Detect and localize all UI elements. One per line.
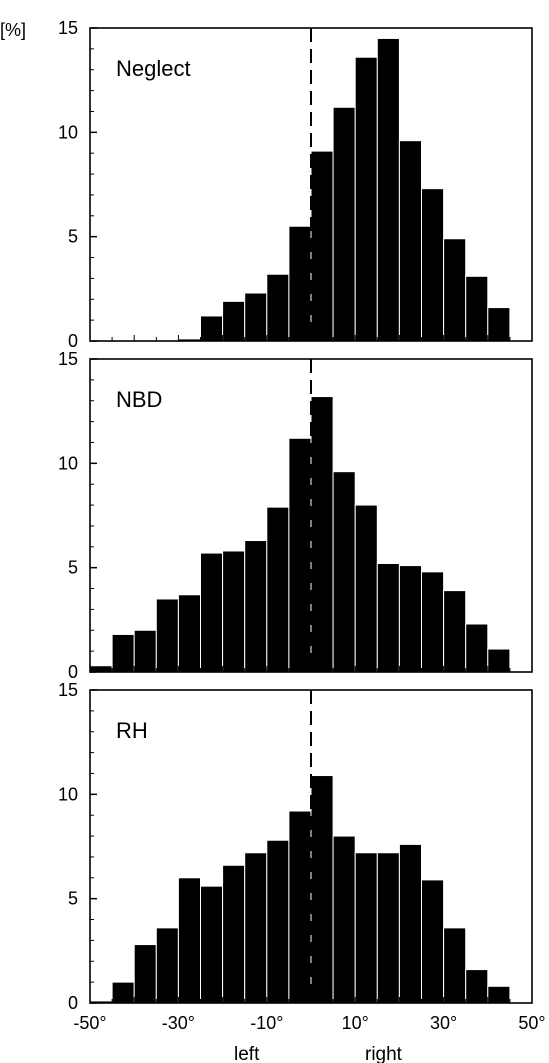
histogram-bar — [421, 879, 445, 1004]
histogram-bar — [376, 37, 400, 342]
panel-nbd: 0 5 10 15 NBD — [58, 349, 533, 682]
histogram-bar — [487, 985, 511, 1004]
x-axis-tick-labels: -50° -30° -10° 10° 30° 50° — [73, 1013, 545, 1033]
histogram-bar — [487, 307, 511, 342]
panel-label: RH — [116, 718, 148, 743]
histogram-bar — [244, 292, 268, 342]
histogram-bar — [89, 665, 113, 673]
histogram-bar — [133, 629, 157, 673]
histogram-bar — [177, 877, 201, 1004]
histogram-bar — [244, 540, 268, 673]
histogram-bar — [200, 885, 224, 1004]
histogram-bar — [288, 225, 312, 342]
histogram-bar — [200, 552, 224, 673]
histogram-bar — [332, 106, 356, 342]
histogram-bar — [222, 864, 246, 1004]
x-label-right: right — [365, 1044, 403, 1063]
histogram-bar — [266, 839, 290, 1004]
histogram-bar — [310, 150, 334, 342]
x-tick-label: -30° — [162, 1013, 195, 1033]
histogram-bar — [155, 927, 179, 1004]
y-tick-label: 10 — [58, 122, 78, 142]
x-tick-label: 30° — [430, 1013, 457, 1033]
histogram-bar — [310, 396, 334, 673]
x-tick-label: -10° — [250, 1013, 283, 1033]
panel-label: NBD — [116, 387, 162, 412]
histogram-bar — [111, 633, 135, 673]
histogram-bar — [443, 238, 467, 342]
x-label-left: left — [234, 1044, 260, 1063]
y-tick-label: 15 — [58, 680, 78, 700]
histogram-bar — [222, 300, 246, 342]
histogram-bar — [398, 843, 422, 1004]
histogram-bar — [332, 471, 356, 673]
y-tick-label: 15 — [58, 18, 78, 38]
histogram-bar — [266, 273, 290, 342]
histogram-bar — [398, 140, 422, 342]
histogram-bar — [465, 969, 489, 1004]
y-tick-label: 10 — [58, 453, 78, 473]
histogram-bar — [487, 648, 511, 673]
y-tick-label: 5 — [68, 889, 78, 909]
histogram-bar — [465, 623, 489, 673]
histogram-bar — [222, 550, 246, 673]
y-unit-label: [%] — [0, 20, 26, 40]
histogram-bar — [421, 188, 445, 342]
histogram-bar — [288, 437, 312, 673]
histogram-bar — [288, 810, 312, 1004]
histogram-bar — [376, 852, 400, 1004]
y-tick-label: 0 — [68, 331, 78, 351]
histogram-bar — [266, 506, 290, 673]
histogram-bar — [155, 598, 179, 673]
histogram-bar — [200, 315, 224, 342]
y-tick-label: 10 — [58, 784, 78, 804]
y-tick-label: 0 — [68, 662, 78, 682]
histogram-bar — [310, 775, 334, 1004]
histogram-bar — [354, 504, 378, 673]
histogram-bar — [244, 852, 268, 1004]
histogram-bar — [177, 594, 201, 673]
y-tick-label: 5 — [68, 227, 78, 247]
histogram-bar — [354, 852, 378, 1004]
histogram-bar — [376, 562, 400, 673]
panel-rh: 0 5 10 15 RH — [58, 680, 533, 1013]
histogram-bar — [465, 275, 489, 342]
panel-label: Neglect — [116, 56, 191, 81]
histogram-bar — [133, 944, 157, 1004]
histogram-bar — [354, 56, 378, 342]
histogram-bar — [421, 571, 445, 673]
histogram-bar — [443, 927, 467, 1004]
histogram-bar — [443, 590, 467, 673]
histogram-panels: 0 5 10 15 Neglect 0 5 10 15 NBD 0 5 10 15 RH — [58, 18, 533, 1013]
x-tick-label: 50° — [518, 1013, 545, 1033]
histogram-bar — [111, 981, 135, 1004]
histogram-bar — [332, 835, 356, 1004]
histogram-bar — [398, 565, 422, 673]
y-tick-label: 0 — [68, 993, 78, 1013]
y-tick-label: 5 — [68, 558, 78, 578]
y-tick-label: 15 — [58, 349, 78, 369]
panel-neglect: 0 5 10 15 Neglect — [58, 18, 533, 351]
x-tick-label: -50° — [73, 1013, 106, 1033]
x-tick-label: 10° — [342, 1013, 369, 1033]
